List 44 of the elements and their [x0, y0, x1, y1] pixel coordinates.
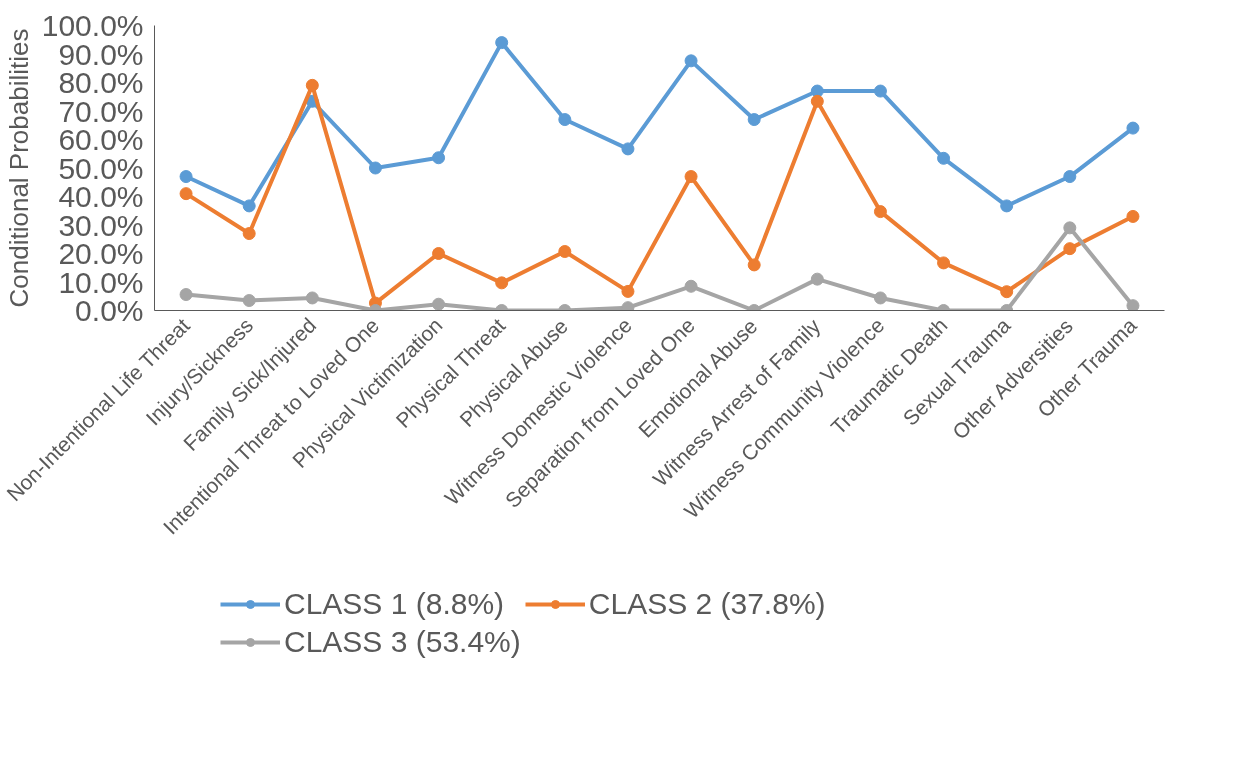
point	[1000, 199, 1014, 213]
point	[1063, 221, 1077, 235]
point	[179, 187, 193, 201]
point	[558, 245, 572, 258]
point	[684, 170, 698, 184]
point	[305, 78, 319, 92]
point	[368, 161, 382, 175]
point	[810, 84, 824, 98]
point	[747, 113, 761, 127]
point	[1063, 170, 1077, 184]
point	[305, 291, 319, 305]
point	[937, 256, 951, 270]
point	[495, 36, 509, 50]
point	[873, 84, 887, 98]
point	[242, 199, 256, 213]
point	[747, 258, 761, 272]
point	[432, 151, 446, 165]
point	[1126, 121, 1140, 135]
point	[1126, 299, 1140, 311]
legend-label: CLASS 2 (37.8%)	[588, 587, 826, 621]
point	[937, 151, 951, 165]
point	[432, 247, 446, 260]
point	[621, 284, 635, 298]
point	[873, 291, 887, 305]
point	[684, 279, 698, 293]
point	[810, 94, 824, 108]
legend-label: CLASS 1 (8.8%)	[284, 587, 505, 621]
point	[179, 170, 193, 184]
point	[1063, 242, 1077, 256]
point	[621, 142, 635, 156]
point	[432, 297, 446, 311]
point	[495, 276, 509, 290]
point	[873, 205, 887, 219]
point	[242, 294, 256, 308]
point	[684, 54, 698, 68]
point	[179, 288, 193, 302]
y-axis-title: Conditional Probabilities	[3, 28, 34, 308]
point	[1126, 209, 1140, 223]
point	[558, 113, 572, 127]
legend-label: CLASS 3 (53.4%)	[284, 625, 521, 659]
point	[621, 301, 635, 311]
point	[810, 272, 824, 286]
point	[1000, 285, 1014, 299]
point	[242, 227, 256, 241]
